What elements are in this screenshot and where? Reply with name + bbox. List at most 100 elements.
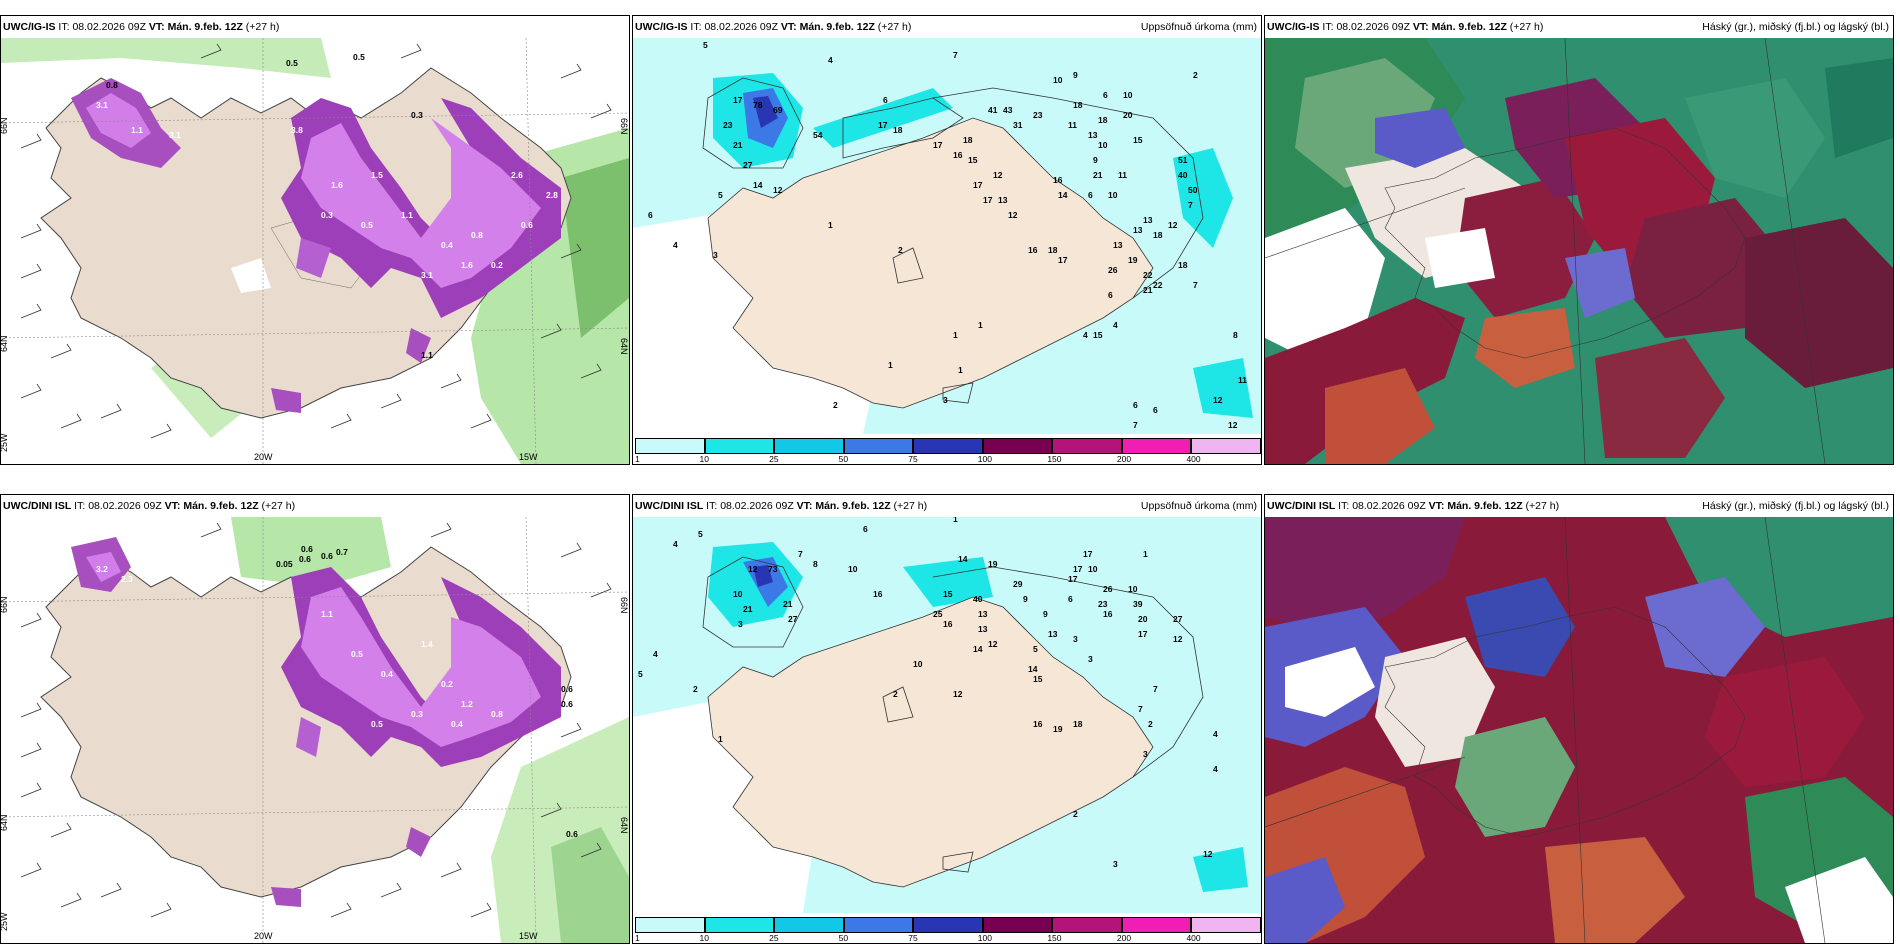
colorbar-tick: 50 <box>838 933 849 943</box>
svg-text:17: 17 <box>973 180 983 190</box>
svg-text:13: 13 <box>1113 240 1123 250</box>
svg-text:8: 8 <box>813 559 818 569</box>
svg-text:20W: 20W <box>254 452 273 462</box>
colorbar-cell <box>913 438 983 454</box>
svg-text:2.8: 2.8 <box>546 190 558 200</box>
svg-text:15: 15 <box>1133 135 1143 145</box>
svg-text:21: 21 <box>783 599 793 609</box>
colorbar-cell <box>704 438 775 454</box>
svg-text:3: 3 <box>1113 859 1118 869</box>
svg-text:66N: 66N <box>619 597 629 614</box>
svg-text:10: 10 <box>1128 584 1138 594</box>
svg-text:3: 3 <box>1143 749 1148 759</box>
svg-text:12: 12 <box>773 185 783 195</box>
svg-text:12: 12 <box>748 564 758 574</box>
svg-text:1.6: 1.6 <box>461 260 473 270</box>
svg-text:15W: 15W <box>519 452 538 462</box>
svg-text:6: 6 <box>1153 405 1158 415</box>
svg-text:1.1: 1.1 <box>321 609 333 619</box>
svg-text:0.4: 0.4 <box>451 719 463 729</box>
svg-text:17: 17 <box>1073 564 1083 574</box>
svg-text:0.5: 0.5 <box>371 719 383 729</box>
svg-text:9: 9 <box>1093 155 1098 165</box>
svg-text:14: 14 <box>1028 664 1038 674</box>
svg-text:66N: 66N <box>1 117 9 134</box>
svg-text:18: 18 <box>1178 260 1188 270</box>
svg-text:1.5: 1.5 <box>371 170 383 180</box>
svg-text:3: 3 <box>1088 654 1093 664</box>
svg-text:1: 1 <box>978 320 983 330</box>
svg-text:25W: 25W <box>1 912 9 931</box>
colorbar-tick: 200 <box>1116 454 1132 464</box>
svg-text:7: 7 <box>1188 200 1193 210</box>
svg-text:43: 43 <box>1003 105 1013 115</box>
snow-map: 0.5 0.5 0.8 3.1 1.1 3.1 3.8 0.3 1.6 1.5 … <box>1 38 629 464</box>
svg-text:17: 17 <box>878 120 888 130</box>
svg-text:17: 17 <box>983 195 993 205</box>
colorbar-cell <box>774 917 844 933</box>
svg-text:5: 5 <box>1033 644 1038 654</box>
svg-text:18: 18 <box>1073 100 1083 110</box>
svg-text:7: 7 <box>1138 704 1143 714</box>
panel-snow-ig: UWC/IG-IS IT: 08.02.2026 09Z VT: Mán. 9.… <box>0 15 630 465</box>
svg-text:6: 6 <box>1133 400 1138 410</box>
svg-text:66N: 66N <box>1 596 9 613</box>
svg-text:0.8: 0.8 <box>106 80 118 90</box>
svg-text:10: 10 <box>1088 564 1098 574</box>
colorbar-tick: 25 <box>769 454 779 464</box>
colorbar-cell <box>774 438 844 454</box>
svg-text:17: 17 <box>1068 574 1078 584</box>
colorbar-cell <box>913 917 983 933</box>
svg-text:21: 21 <box>1143 285 1153 295</box>
cloud-map <box>1265 38 1893 464</box>
svg-text:4: 4 <box>1083 330 1088 340</box>
colorbar-cell <box>1191 438 1261 454</box>
colorbar-cell <box>843 917 914 933</box>
svg-text:0.6: 0.6 <box>299 554 311 564</box>
svg-text:0.7: 0.7 <box>336 547 348 557</box>
colorbar-tick: 150 <box>1047 454 1062 464</box>
svg-text:8: 8 <box>1233 330 1238 340</box>
svg-text:0.5: 0.5 <box>351 649 363 659</box>
colorbar-cell <box>635 438 705 454</box>
svg-text:0.5: 0.5 <box>353 52 365 62</box>
colorbar-tick: 100 <box>977 454 992 464</box>
colorbar-tick: 100 <box>977 933 992 943</box>
svg-text:1.6: 1.6 <box>331 180 343 190</box>
svg-text:7: 7 <box>1133 420 1138 430</box>
panel-header: UWC/DINI ISL IT: 08.02.2026 09Z VT: Mán.… <box>3 500 296 512</box>
svg-text:16: 16 <box>943 619 953 629</box>
svg-text:14: 14 <box>1058 190 1068 200</box>
colorbar-tick: 150 <box>1047 933 1062 943</box>
svg-text:18: 18 <box>1073 719 1083 729</box>
svg-text:13: 13 <box>998 195 1008 205</box>
svg-text:3.8: 3.8 <box>291 125 303 135</box>
colorbar-cell <box>982 438 1053 454</box>
svg-text:10: 10 <box>733 589 743 599</box>
svg-text:0.6: 0.6 <box>561 699 573 709</box>
svg-text:19: 19 <box>1128 255 1138 265</box>
svg-text:6: 6 <box>883 95 888 105</box>
svg-text:0.3: 0.3 <box>411 709 423 719</box>
svg-text:17: 17 <box>733 95 743 105</box>
svg-text:14: 14 <box>973 644 983 654</box>
svg-text:78: 78 <box>753 100 763 110</box>
panel-snow-dini: UWC/DINI ISL IT: 08.02.2026 09Z VT: Mán.… <box>0 494 630 944</box>
svg-text:4: 4 <box>653 649 658 659</box>
svg-text:17: 17 <box>1058 255 1068 265</box>
svg-text:26: 26 <box>1103 584 1113 594</box>
svg-text:0.5: 0.5 <box>286 58 298 68</box>
svg-text:22: 22 <box>1153 280 1163 290</box>
svg-text:2: 2 <box>1073 809 1078 819</box>
colorbar-tick: 75 <box>908 933 918 943</box>
svg-text:22: 22 <box>1143 270 1153 280</box>
colorbar-cell <box>704 917 775 933</box>
svg-text:10: 10 <box>1123 90 1133 100</box>
svg-text:5: 5 <box>703 40 708 50</box>
svg-text:64N: 64N <box>1 335 9 352</box>
svg-text:0.6: 0.6 <box>321 551 333 561</box>
svg-text:15W: 15W <box>519 931 538 941</box>
svg-text:16: 16 <box>1103 609 1113 619</box>
panel-header: UWC/DINI ISL IT: 08.02.2026 09Z VT: Mán.… <box>1267 500 1889 512</box>
svg-text:9: 9 <box>1043 609 1048 619</box>
